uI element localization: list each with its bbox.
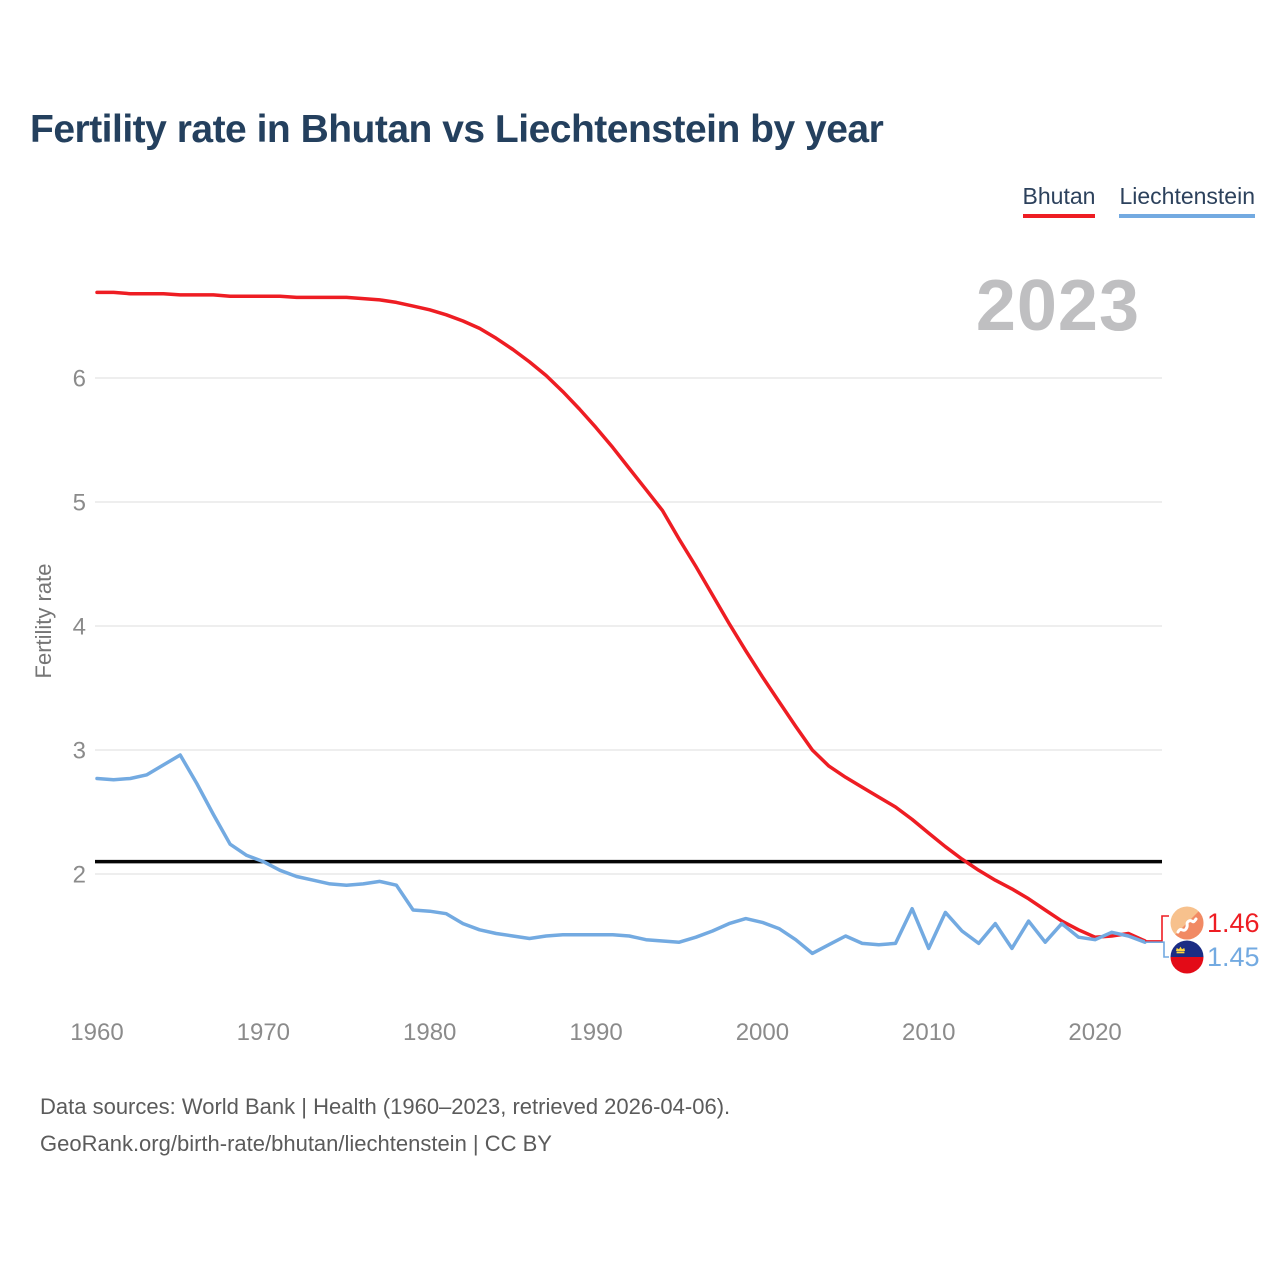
footer-attribution-line: GeoRank.org/birth-rate/bhutan/liechtenst… [40, 1130, 552, 1156]
x-tick-label-1990: 1990 [569, 1019, 622, 1046]
x-tick-label-1970: 1970 [237, 1019, 290, 1046]
series-line-bhutan [95, 290, 1147, 943]
legend-item-liechtenstein[interactable]: Liechtenstein [1119, 183, 1255, 219]
x-tick-label-1960: 1960 [70, 1019, 123, 1046]
legend-label-bhutan: Bhutan [1022, 183, 1096, 209]
connector-liechtenstein [1145, 941, 1169, 958]
watermark-year: 2023 [975, 266, 1140, 346]
liechtenstein-flag-icon [1170, 940, 1204, 974]
footer: Data sources: World Bank | Health (1960–… [40, 1089, 730, 1163]
y-tick-label-5: 5 [73, 490, 86, 517]
y-tick-label-4: 4 [73, 614, 86, 641]
legend-label-liechtenstein: Liechtenstein [1119, 183, 1255, 209]
y-tick-label-3: 3 [73, 738, 86, 765]
legend-swatch-bhutan [1022, 214, 1096, 219]
page-title: Fertility rate in Bhutan vs Liechtenstei… [30, 108, 884, 151]
end-label-bhutan: 1.46 [1207, 908, 1260, 938]
legend-item-bhutan[interactable]: Bhutan [1022, 183, 1096, 219]
legend: Bhutan Liechtenstein [1022, 183, 1255, 219]
end-label-liechtenstein: 1.45 [1207, 942, 1260, 972]
footer-sources-line: Data sources: World Bank | Health (1960–… [40, 1094, 731, 1119]
legend-swatch-liechtenstein [1119, 214, 1255, 219]
series-line-liechtenstein [95, 753, 1147, 956]
x-tick-label-2020: 2020 [1068, 1019, 1121, 1046]
x-tick-label-2010: 2010 [902, 1019, 955, 1046]
x-tick-label-1980: 1980 [403, 1019, 456, 1046]
x-tick-label-2000: 2000 [736, 1019, 789, 1046]
y-tick-label-2: 2 [73, 862, 86, 889]
bhutan-flag-icon [1170, 906, 1204, 940]
connector-bhutan [1145, 915, 1169, 942]
y-tick-label-6: 6 [73, 366, 86, 393]
